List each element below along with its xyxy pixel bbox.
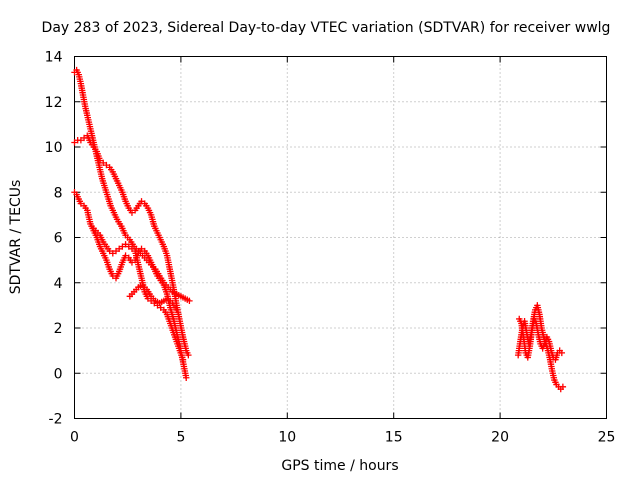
y-tick-label: 0 <box>54 366 63 382</box>
x-tick-label: 25 <box>598 430 616 446</box>
series-track-b <box>71 132 192 359</box>
x-tick-label: 20 <box>491 430 509 446</box>
data-points <box>71 66 567 393</box>
y-tick-label: 12 <box>45 95 63 111</box>
y-tick-label: 4 <box>54 276 63 292</box>
x-tick-label: 10 <box>278 430 296 446</box>
x-tick-label: 0 <box>70 430 79 446</box>
data-point <box>173 306 180 314</box>
grid <box>74 56 607 419</box>
y-tick-label: 6 <box>54 231 63 247</box>
data-point <box>179 356 187 363</box>
series-track-g <box>516 315 566 363</box>
y-tick-label: 8 <box>54 185 63 201</box>
series-track-a <box>71 66 193 305</box>
series-track-e <box>126 281 180 314</box>
axes: 0 5 10 15 20 25 -2 0 2 4 6 8 10 12 14 <box>45 50 616 446</box>
y-tick-label: 10 <box>45 140 63 156</box>
y-tick-label: 14 <box>45 50 63 66</box>
data-point <box>183 374 190 381</box>
chart-title: Day 283 of 2023, Sidereal Day-to-day VTE… <box>42 20 611 36</box>
y-axis-label: SDTVAR / TECUs <box>8 180 24 295</box>
series-track-f <box>514 302 567 393</box>
y-tick-label: 2 <box>54 321 63 337</box>
data-point <box>186 297 193 305</box>
y-tick-label: -2 <box>49 412 63 428</box>
x-tick-label: 5 <box>176 430 185 446</box>
data-point <box>185 351 192 359</box>
x-axis-label: GPS time / hours <box>281 458 398 474</box>
data-point <box>559 383 567 391</box>
x-tick-label: 15 <box>385 430 403 446</box>
data-point <box>558 349 566 357</box>
